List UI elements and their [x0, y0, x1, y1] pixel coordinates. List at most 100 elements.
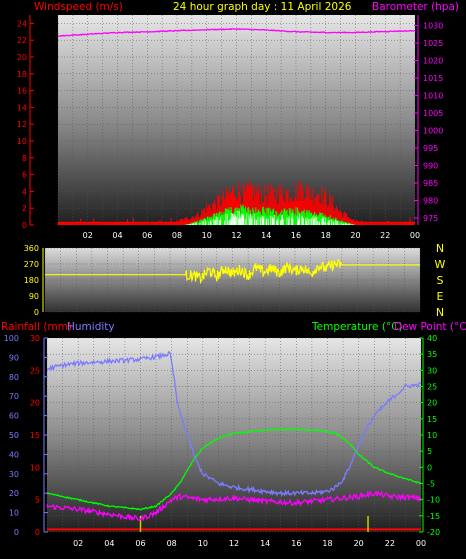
rainfall-tick-label: 10	[30, 463, 40, 472]
temperature-tick-label: 5	[427, 447, 432, 456]
humidity-tick-label: 10	[9, 509, 19, 518]
compass-letter: W	[435, 258, 446, 271]
time-tick-label: 06	[142, 231, 152, 240]
windspeed-tick-label: 6	[22, 171, 27, 180]
time-tick-label: 18	[322, 539, 332, 548]
direction-tick-label: 360	[24, 244, 39, 253]
direction-tick-label: 0	[34, 308, 39, 317]
barometer-tick-label: 1015	[423, 74, 443, 83]
time-tick-label: 04	[104, 539, 114, 548]
barometer-tick-label: 1030	[423, 22, 443, 31]
temperature-tick-label: 25	[427, 383, 437, 392]
barometer-tick-label: 1010	[423, 92, 443, 101]
humidity-tick-label: 20	[9, 489, 19, 498]
rainfall-tick-label: 0	[35, 528, 40, 537]
time-tick-label: 10	[198, 539, 208, 548]
windspeed-tick-label: 0	[22, 221, 27, 230]
barometer-tick-label: 980	[423, 197, 438, 206]
temperature-tick-label: 15	[427, 415, 437, 424]
direction-plot-axes: 0 90 180 270 360	[24, 244, 44, 317]
time-tick-label: 08	[167, 539, 177, 548]
time-tick-label: 16	[291, 539, 301, 548]
time-tick-label: 14	[260, 539, 270, 548]
temperature-tick-label: 10	[427, 431, 437, 440]
time-tick-label: 06	[135, 539, 145, 548]
humidity-tick-label: 90	[9, 353, 19, 362]
temperature-tick-label: -5	[427, 480, 435, 489]
time-tick-label: 20	[354, 539, 364, 548]
time-tick-label: 22	[380, 231, 390, 240]
time-tick-label: 12	[231, 231, 241, 240]
wind-plot-series	[57, 27, 416, 225]
time-tick-label: 16	[291, 231, 301, 240]
temperature-axis-title: Temperature (°C)	[311, 321, 403, 333]
windspeed-tick-label: 10	[17, 137, 27, 146]
rainfall-axis-title: Rainfall (mm)	[1, 321, 72, 333]
barometer-tick-label: 995	[423, 144, 438, 153]
rainfall-tick-label: 5	[35, 496, 40, 505]
temperature-tick-label: -20	[427, 528, 440, 537]
rainfall-tick-label: 30	[30, 334, 40, 343]
temperature-tick-label: 0	[427, 463, 432, 472]
barometer-tick-label: 1005	[423, 109, 443, 118]
humidity-tick-label: 100	[4, 334, 19, 343]
direction-plot-series	[45, 258, 420, 285]
windspeed-tick-label: 8	[22, 154, 27, 163]
barometer-tick-label: 990	[423, 162, 438, 171]
humidity-tick-label: 60	[9, 412, 19, 421]
humidity-tick-label: 0	[14, 528, 19, 537]
windspeed-tick-label: 4	[22, 187, 27, 196]
humidity-tick-label: 50	[9, 431, 19, 440]
barometer-line	[57, 27, 416, 37]
windspeed-tick-label: 22	[17, 36, 27, 45]
time-tick-label: 04	[112, 231, 122, 240]
temperature-tick-label: -10	[427, 496, 440, 505]
barometer-axis-title: Barometer (hpa)	[372, 1, 459, 13]
humidity-tick-label: 30	[9, 470, 19, 479]
humidity-axis-title: Humidity	[67, 321, 115, 333]
compass-letter: N	[436, 306, 444, 319]
time-tick-label: 10	[202, 231, 212, 240]
windspeed-tick-label: 14	[17, 103, 27, 112]
humidity-tick-label: 40	[9, 450, 19, 459]
rainfall-tick-label: 25	[30, 366, 40, 375]
climate-plot-series	[46, 351, 422, 532]
temperature-tick-label: 30	[427, 366, 437, 375]
windspeed-tick-label: 2	[22, 204, 27, 213]
windspeed-tick-label: 16	[17, 87, 27, 96]
windspeed-tick-label: 12	[17, 120, 27, 129]
climate-plot-grid	[46, 337, 422, 533]
humidity-tick-label: 70	[9, 392, 19, 401]
temperature-line	[46, 427, 422, 511]
wind-plot-axes: 0246810121416182022249759809859909951000…	[17, 19, 444, 240]
time-tick-label: 14	[261, 231, 271, 240]
time-tick-label: 00	[416, 539, 426, 548]
windspeed-tick-label: 18	[17, 70, 27, 79]
compass-letter: E	[437, 290, 444, 303]
rainfall-tick-label: 15	[30, 431, 40, 440]
climate-plot-axes: 0102030405060708090100051015202530-20-15…	[4, 334, 440, 548]
barometer-tick-label: 985	[423, 179, 438, 188]
time-tick-label: 02	[83, 231, 93, 240]
compass-letter: N	[436, 242, 444, 255]
dewpoint-axis-title: Dew Point (°C)	[394, 321, 466, 333]
barometer-tick-label: 1020	[423, 57, 443, 66]
dew-point-line	[46, 490, 422, 522]
direction-tick-label: 180	[24, 276, 39, 285]
direction-plot-grid	[44, 247, 421, 313]
chart-title: 24 hour graph day : 11 April 2026	[173, 1, 352, 13]
compass-letter: S	[437, 274, 444, 287]
wind-direction-line	[45, 258, 420, 285]
temperature-tick-label: 40	[427, 334, 437, 343]
time-tick-label: 22	[385, 539, 395, 548]
temperature-tick-label: -15	[427, 512, 440, 521]
temperature-tick-label: 20	[427, 399, 437, 408]
time-tick-label: 12	[229, 539, 239, 548]
time-tick-label: 08	[172, 231, 182, 240]
barometer-tick-label: 1025	[423, 39, 443, 48]
humidity-tick-label: 80	[9, 373, 19, 382]
windspeed-axis-title: Windspeed (m/s)	[34, 1, 123, 13]
